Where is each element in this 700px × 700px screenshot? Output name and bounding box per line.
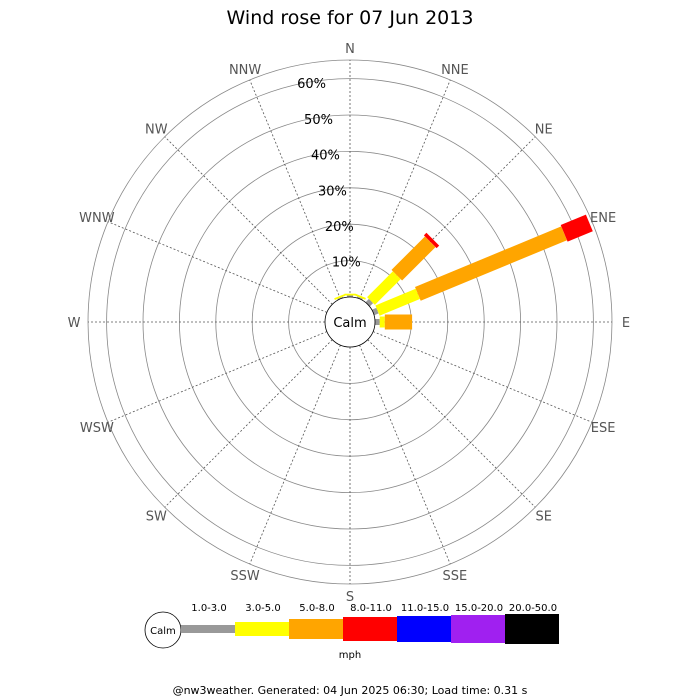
bar-NE-3.0-5.0 bbox=[367, 271, 401, 305]
bar-NNE-3.0-5.0 bbox=[355, 293, 366, 300]
direction-label-S: S bbox=[346, 590, 354, 605]
spoke-NW bbox=[164, 136, 333, 305]
spoke-NNW bbox=[249, 79, 341, 300]
legend-swatch-1.0-3.0 bbox=[181, 625, 235, 633]
wind-bars bbox=[334, 214, 593, 330]
direction-label-N: N bbox=[345, 42, 355, 57]
direction-label-NNE: NNE bbox=[441, 63, 469, 78]
radial-tick-30: 30% bbox=[318, 184, 347, 199]
legend-label-5.0-8.0: 5.0-8.0 bbox=[299, 603, 334, 614]
ring-60 bbox=[106, 78, 594, 566]
legend-swatch-15.0-20.0 bbox=[451, 615, 505, 643]
legend: Calm 1.0-3.0 3.0-5.0 5.0-8.0 8.0-11.0 11.0-1… bbox=[144, 603, 559, 661]
spoke-ESE bbox=[372, 331, 593, 423]
radial-tick-50: 50% bbox=[304, 113, 333, 128]
legend-label-20.0-50.0: 20.0-50.0 bbox=[509, 603, 557, 614]
radial-tick-20: 20% bbox=[325, 220, 354, 235]
legend-label-11.0-15.0: 11.0-15.0 bbox=[401, 603, 449, 614]
bar-NNE-1.0-3.0 bbox=[356, 296, 363, 301]
spoke-WNW bbox=[107, 221, 328, 313]
legend-swatch-5.0-8.0 bbox=[289, 619, 343, 639]
direction-label-ENE: ENE bbox=[590, 211, 616, 226]
footer-text: @nw3weather. Generated: 04 Jun 2025 06:3… bbox=[173, 684, 528, 697]
bar-NE-1.0-3.0 bbox=[365, 298, 374, 307]
bar-E-5.0-8.0 bbox=[384, 314, 413, 330]
bar-ENE-8.0-11.0 bbox=[560, 214, 593, 242]
direction-label-WNW: WNW bbox=[79, 211, 115, 226]
radial-tick-10: 10% bbox=[332, 256, 361, 271]
legend-label-3.0-5.0: 3.0-5.0 bbox=[245, 603, 280, 614]
spoke-SW bbox=[164, 339, 333, 508]
bar-E-3.0-5.0 bbox=[379, 316, 385, 328]
spoke-NNE bbox=[359, 79, 451, 300]
legend-swatch-3.0-5.0 bbox=[235, 622, 289, 636]
legend-unit: mph bbox=[339, 650, 361, 661]
direction-label-NW: NW bbox=[145, 122, 168, 137]
direction-labels: N NNE NE ENE E ESE SE SSE S SSW SW WSW W WNW NW NNW bbox=[68, 42, 631, 605]
direction-label-E: E bbox=[622, 316, 630, 331]
direction-label-SW: SW bbox=[146, 510, 167, 525]
bar-N-3.0-5.0 bbox=[344, 293, 356, 296]
direction-label-NNW: NNW bbox=[229, 63, 261, 78]
direction-label-ESE: ESE bbox=[591, 421, 616, 436]
radial-tick-40: 40% bbox=[311, 149, 340, 164]
spoke-NE bbox=[367, 136, 536, 305]
direction-label-W: W bbox=[68, 316, 81, 331]
bar-N-1.0-3.0 bbox=[347, 295, 353, 297]
bar-NNW-3.0-5.0 bbox=[334, 294, 346, 300]
direction-label-SSE: SSE bbox=[443, 569, 468, 584]
legend-label-15.0-20.0: 15.0-20.0 bbox=[455, 603, 503, 614]
direction-label-NE: NE bbox=[535, 122, 553, 137]
calm-label: Calm bbox=[333, 316, 366, 331]
bar-E-1.0-3.0 bbox=[375, 319, 380, 325]
bar-ENE-3.0-5.0 bbox=[375, 288, 420, 316]
chart-title: Wind rose for 07 Jun 2013 bbox=[227, 7, 474, 29]
bar-NNW-1.0-3.0 bbox=[337, 296, 344, 301]
legend-label-8.0-11.0: 8.0-11.0 bbox=[350, 603, 392, 614]
direction-label-SE: SE bbox=[535, 510, 551, 525]
spoke-SSE bbox=[359, 344, 451, 565]
spoke-SSW bbox=[249, 344, 341, 565]
radial-tick-labels: 10% 20% 30% 40% 50% 60% bbox=[297, 77, 361, 271]
direction-spokes bbox=[88, 60, 612, 584]
radial-tick-60: 60% bbox=[297, 77, 326, 92]
legend-swatch-8.0-11.0 bbox=[343, 617, 397, 641]
bar-ENE-5.0-8.0 bbox=[415, 226, 567, 301]
legend-label-1.0-3.0: 1.0-3.0 bbox=[191, 603, 226, 614]
bar-NE-5.0-8.0 bbox=[391, 236, 436, 281]
spoke-SE bbox=[367, 339, 536, 508]
calm-circle bbox=[324, 296, 376, 348]
direction-label-WSW: WSW bbox=[80, 421, 114, 436]
bar-NE-8.0-11.0 bbox=[423, 232, 440, 249]
direction-label-SSW: SSW bbox=[230, 569, 260, 584]
legend-calm-label: Calm bbox=[150, 626, 176, 637]
legend-swatch-20.0-50.0 bbox=[505, 614, 559, 644]
spoke-WSW bbox=[107, 331, 328, 423]
legend-swatch-11.0-15.0 bbox=[397, 616, 451, 642]
